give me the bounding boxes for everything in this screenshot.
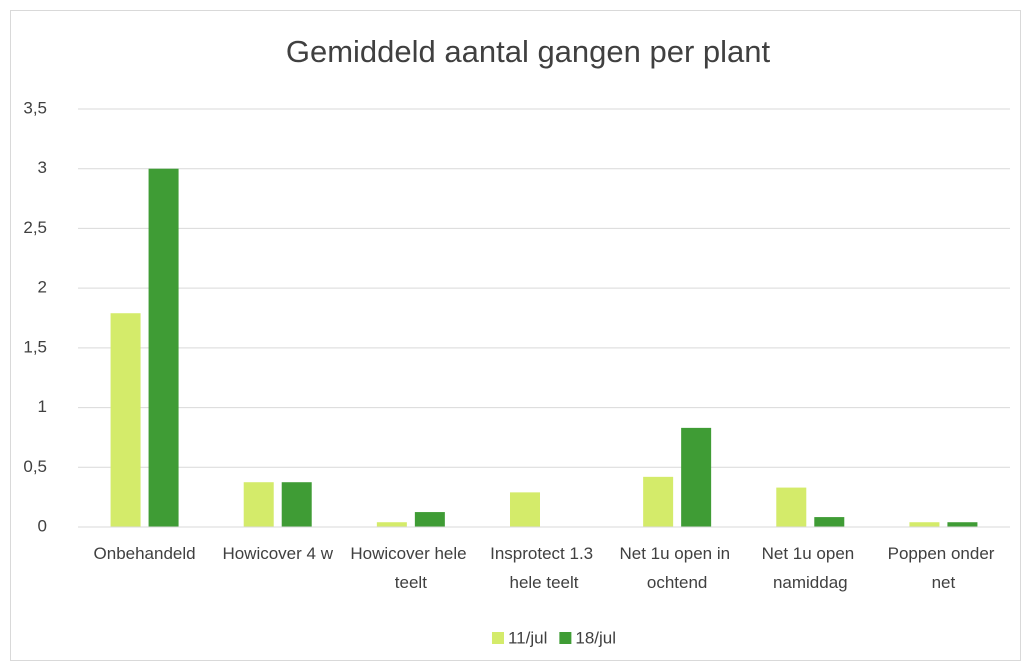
y-tick-label: 3,5 [23,98,47,117]
y-tick-label: 1 [38,397,47,416]
x-tick-label: Poppen onder net [888,544,1000,592]
legend-label: 18/jul [575,628,616,647]
bar [243,482,274,527]
bar [281,482,312,527]
bar [909,522,940,527]
chart-frame [10,10,1021,661]
bar [510,492,540,527]
x-tick-label: Insprotect 1.3 hele teelt [490,544,598,592]
bar [776,487,807,527]
bar [681,427,712,527]
bar [376,522,407,527]
x-tick-label: Net 1u open in ochtend [619,544,734,592]
x-tick-label: Howicover 4 w [222,544,333,563]
legend-item: 11/jul [491,628,547,647]
legend-label: 11/jul [508,628,547,647]
y-tick-label: 3 [38,158,47,177]
x-tick-label: Howicover hele teelt [350,544,471,592]
y-tick-label: 2 [38,278,47,297]
y-tick-label: 2,5 [23,218,47,237]
x-tick-label: Onbehandeld [94,544,196,563]
bar [947,522,978,527]
bar [414,512,445,527]
bar [814,517,845,527]
legend-item: 18/jul [559,628,616,647]
bar [643,476,674,527]
y-tick-label: 1,5 [23,337,47,356]
legend-swatch [559,632,572,644]
bar [110,313,141,527]
chart-title: Gemiddeld aantal gangen per plant [286,34,771,69]
y-tick-label: 0,5 [23,457,47,476]
x-tick-label: Net 1u open namiddag [762,544,859,592]
bar [148,168,179,527]
y-tick-label: 0 [38,516,47,535]
legend-swatch [491,632,504,644]
